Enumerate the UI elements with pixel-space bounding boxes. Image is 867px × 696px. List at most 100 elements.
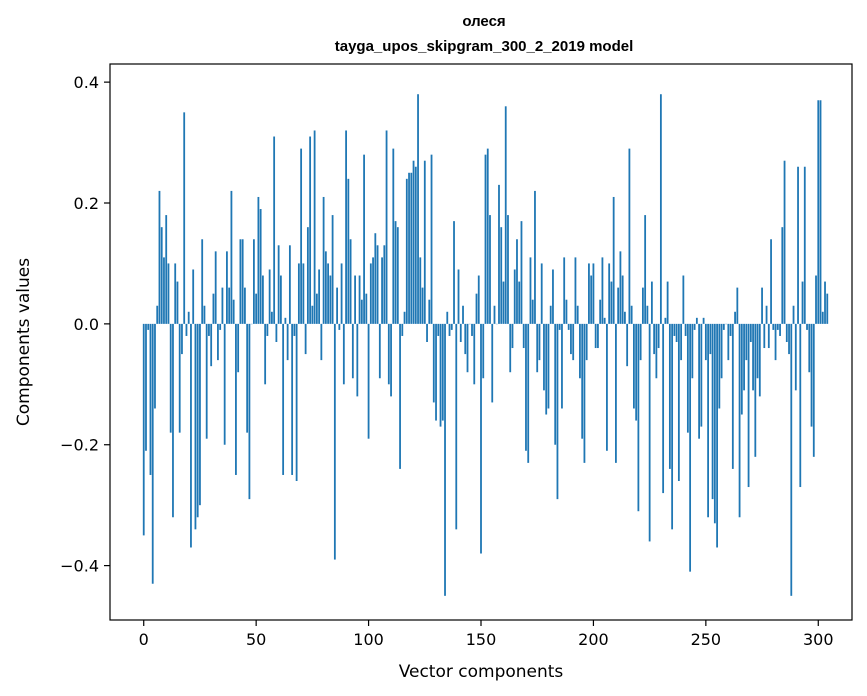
bar-165: [513, 269, 516, 324]
bar-8: [160, 227, 163, 324]
bar-69: [297, 263, 300, 324]
bar-224: [646, 305, 649, 324]
bar-195: [581, 323, 584, 439]
bar-181: [549, 305, 552, 324]
bar-142: [462, 305, 464, 324]
bar-198: [588, 263, 590, 324]
bar-132: [439, 323, 442, 427]
bar-237: [675, 323, 678, 342]
bar-87: [338, 323, 341, 330]
bar-135: [446, 311, 449, 324]
bar-258: [722, 323, 725, 330]
bar-213: [621, 275, 624, 324]
bar-116: [403, 311, 406, 324]
bar-88: [340, 263, 343, 324]
bar-147: [473, 323, 476, 385]
bar-156: [493, 305, 496, 324]
bar-28: [205, 323, 208, 439]
bar-298: [812, 323, 815, 457]
bar-205: [603, 317, 606, 324]
bar-82: [327, 263, 329, 324]
bar-260: [727, 323, 730, 361]
bar-160: [502, 281, 505, 324]
bar-254: [713, 323, 716, 524]
bar-58: [273, 136, 276, 324]
bar-126: [426, 323, 428, 342]
bar-297: [810, 323, 813, 427]
bar-288: [790, 323, 793, 596]
bar-204: [601, 257, 604, 324]
bar-86: [336, 287, 338, 324]
plot-area-frame: [109, 63, 853, 621]
bar-199: [590, 275, 593, 324]
bar-36: [223, 323, 226, 445]
bar-250: [704, 323, 707, 361]
bar-50: [255, 293, 258, 324]
bar-17: [181, 323, 183, 355]
bar-278: [767, 323, 770, 349]
bar-139: [455, 323, 458, 530]
bar-137: [450, 323, 453, 330]
bar-289: [792, 305, 795, 324]
bar-263: [734, 311, 736, 324]
bar-124: [421, 287, 424, 324]
bar-272: [754, 323, 757, 457]
bar-65: [288, 245, 291, 324]
bar-270: [749, 323, 752, 342]
bar-122: [417, 94, 419, 324]
bar-189: [567, 323, 570, 330]
bar-174: [534, 190, 536, 324]
bar-93: [351, 323, 354, 379]
bar-123: [419, 257, 422, 324]
bar-244: [691, 323, 694, 379]
bar-236: [673, 323, 676, 336]
bar-41: [235, 323, 237, 475]
bar-103: [374, 233, 377, 324]
bar-119: [410, 172, 413, 324]
bar-96: [358, 275, 361, 324]
bar-222: [641, 287, 644, 324]
x-tick-label: 0: [139, 630, 149, 649]
y-axis-ticks: −0.4 −0.2 0.0 0.2 0.4: [60, 73, 110, 576]
bar-177: [540, 263, 543, 324]
bar-94: [354, 275, 356, 324]
bar-26: [201, 239, 204, 324]
bar-110: [390, 323, 392, 397]
bar-100: [367, 323, 370, 439]
bar-175: [536, 323, 539, 373]
bar-90: [345, 130, 347, 324]
x-tick-label: 100: [353, 630, 384, 649]
bar-287: [788, 323, 790, 355]
bar-144: [466, 323, 469, 373]
bar-192: [574, 257, 577, 324]
bar-38: [228, 287, 231, 324]
bar-105: [378, 323, 381, 379]
bar-112: [394, 221, 397, 324]
bar-190: [570, 323, 572, 355]
bar-128: [430, 154, 433, 324]
bar-210: [615, 323, 617, 463]
bar-131: [437, 323, 440, 336]
bar-274: [758, 323, 761, 397]
bar-22: [192, 269, 195, 324]
bar-299: [815, 275, 817, 324]
bar-196: [583, 323, 586, 463]
bar-257: [720, 323, 723, 379]
bar-61: [279, 275, 282, 324]
bar-203: [599, 299, 602, 324]
bar-70: [300, 148, 303, 324]
bar-231: [662, 323, 665, 494]
bar-16: [178, 323, 181, 433]
y-tick-label: 0.4: [74, 73, 99, 92]
bar-176: [538, 323, 541, 361]
bar-256: [718, 323, 721, 409]
bars-group: [142, 94, 829, 596]
bar-252: [709, 323, 712, 355]
bar-99: [365, 293, 368, 324]
bar-59: [275, 323, 278, 342]
bar-49: [253, 239, 255, 324]
bar-23: [194, 323, 197, 530]
bar-107: [383, 245, 386, 324]
bar-230: [659, 94, 662, 324]
